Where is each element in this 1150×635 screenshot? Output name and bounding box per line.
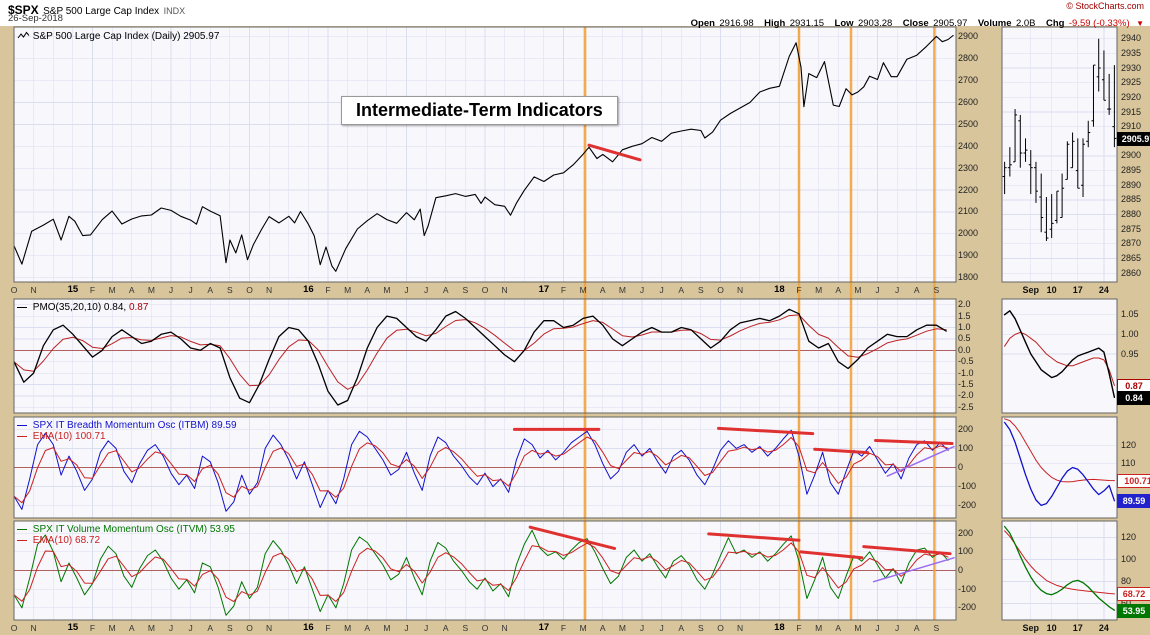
pmo-legend: — PMO(35,20,10) 0.84, 0.87 <box>17 302 148 313</box>
itvm-ema-legend: — EMA(10) 68.72 <box>17 535 100 546</box>
itbm-line-swatch: — <box>17 420 27 431</box>
exchange-label: INDX <box>163 6 186 16</box>
chg-value: -9.59 (-0.33%) <box>1068 18 1130 29</box>
open-label: Open <box>690 18 715 29</box>
volume-value: 2.0B <box>1015 18 1036 29</box>
itbm-ema-legend: — EMA(10) 100.71 <box>17 431 106 442</box>
high-label: High <box>764 18 786 29</box>
itvm-legend: — SPX IT Volume Momentum Osc (ITVM) 53.9… <box>17 524 235 535</box>
itvm-legend-label: SPX IT Volume Momentum Osc (ITVM) 53.95 <box>32 524 235 535</box>
low-value: 2903.28 <box>857 18 893 29</box>
itbm-legend: — SPX IT Breadth Momentum Osc (ITBM) 89.… <box>17 420 237 431</box>
pmo-legend-label: PMO(35,20,10) 0.84, <box>32 302 127 313</box>
pmo-signal-value: 0.87 <box>128 302 149 313</box>
close-value: 2905.97 <box>933 18 968 29</box>
high-value: 2931.15 <box>789 18 825 29</box>
open-value: 2916.98 <box>719 18 754 29</box>
itbm-ema-label: EMA(10) 100.71 <box>32 431 106 442</box>
quote-strip: Open 2916.98 High 2931.15 Low 2903.28 Cl… <box>685 13 1144 31</box>
annotation-title: Intermediate-Term Indicators <box>341 96 618 125</box>
low-label: Low <box>834 18 854 29</box>
itvm-ema-label: EMA(10) 68.72 <box>32 535 101 546</box>
chart-type-icon <box>17 31 30 39</box>
itbm-ema-swatch: — <box>17 431 27 442</box>
pmo-line-swatch: — <box>17 302 27 313</box>
chg-label: Chg <box>1045 18 1065 29</box>
price-legend-label: S&P 500 Large Cap Index (Daily) 2905.97 <box>32 31 220 42</box>
index-name: S&P 500 Large Cap Index <box>43 6 160 17</box>
close-label: Close <box>902 18 929 29</box>
itvm-ema-swatch: — <box>17 535 27 546</box>
chart-date: 26-Sep-2018 <box>8 13 63 24</box>
price-legend: S&P 500 Large Cap Index (Daily) 2905.97 <box>17 31 219 42</box>
change-down-arrow-icon: ▼ <box>1136 19 1144 28</box>
symbol-title: $SPX S&P 500 Large Cap Index INDX <box>8 1 185 19</box>
symbol: $SPX <box>8 3 39 17</box>
volume-label: Volume <box>977 18 1012 29</box>
itvm-line-swatch: — <box>17 524 27 535</box>
copyright: © StockCharts.com <box>1066 1 1144 11</box>
chart-header: $SPX S&P 500 Large Cap Index INDX © Stoc… <box>0 0 1150 29</box>
itbm-legend-label: SPX IT Breadth Momentum Osc (ITBM) 89.59 <box>32 420 237 431</box>
